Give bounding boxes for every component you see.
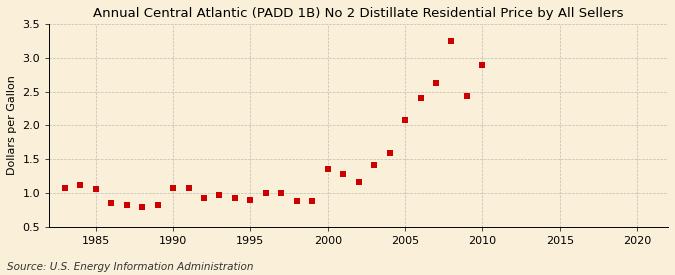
- Point: [384, 150, 395, 155]
- Point: [90, 187, 101, 191]
- Point: [477, 62, 488, 67]
- Point: [400, 118, 410, 122]
- Point: [183, 186, 194, 190]
- Point: [276, 191, 287, 195]
- Point: [152, 203, 163, 208]
- Point: [338, 172, 348, 176]
- Point: [446, 39, 457, 44]
- Point: [307, 199, 318, 204]
- Point: [431, 81, 441, 86]
- Point: [122, 203, 132, 208]
- Point: [106, 200, 117, 205]
- Point: [292, 199, 302, 204]
- Text: Source: U.S. Energy Information Administration: Source: U.S. Energy Information Administ…: [7, 262, 253, 272]
- Point: [167, 186, 178, 190]
- Point: [353, 180, 364, 184]
- Point: [415, 95, 426, 100]
- Point: [245, 198, 256, 202]
- Title: Annual Central Atlantic (PADD 1B) No 2 Distillate Residential Price by All Selle: Annual Central Atlantic (PADD 1B) No 2 D…: [93, 7, 624, 20]
- Point: [75, 183, 86, 187]
- Point: [137, 205, 148, 209]
- Point: [59, 186, 70, 191]
- Point: [214, 193, 225, 197]
- Point: [323, 167, 333, 172]
- Point: [462, 94, 472, 98]
- Y-axis label: Dollars per Gallon: Dollars per Gallon: [7, 76, 17, 175]
- Point: [230, 196, 240, 200]
- Point: [198, 196, 209, 200]
- Point: [261, 191, 271, 195]
- Point: [369, 163, 379, 167]
